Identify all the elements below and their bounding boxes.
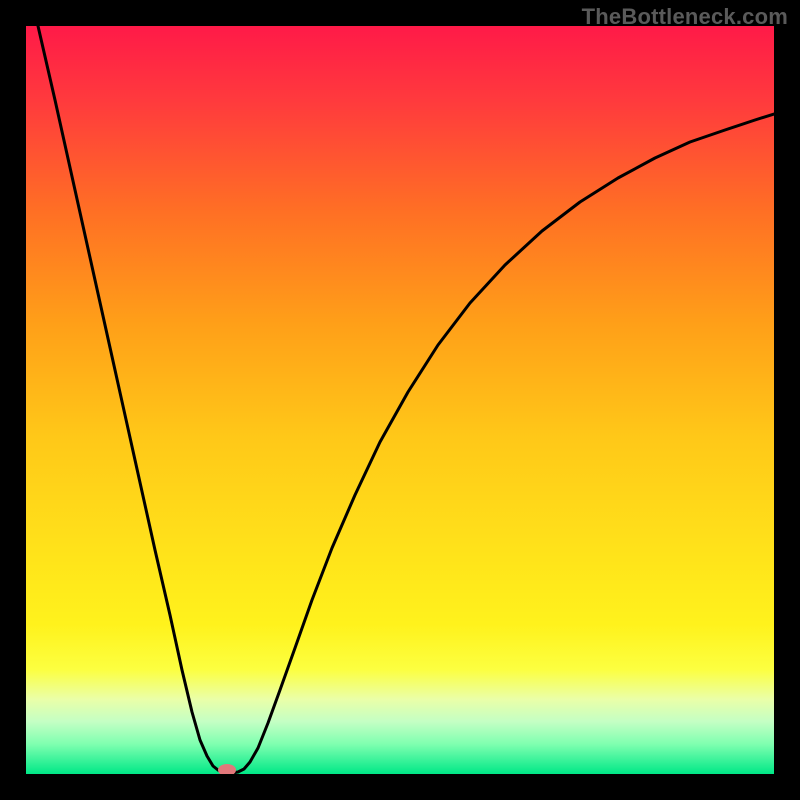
chart-canvas <box>0 0 800 800</box>
watermark-text: TheBottleneck.com <box>582 4 788 30</box>
gradient-background <box>26 26 774 774</box>
bottleneck-chart: TheBottleneck.com <box>0 0 800 800</box>
